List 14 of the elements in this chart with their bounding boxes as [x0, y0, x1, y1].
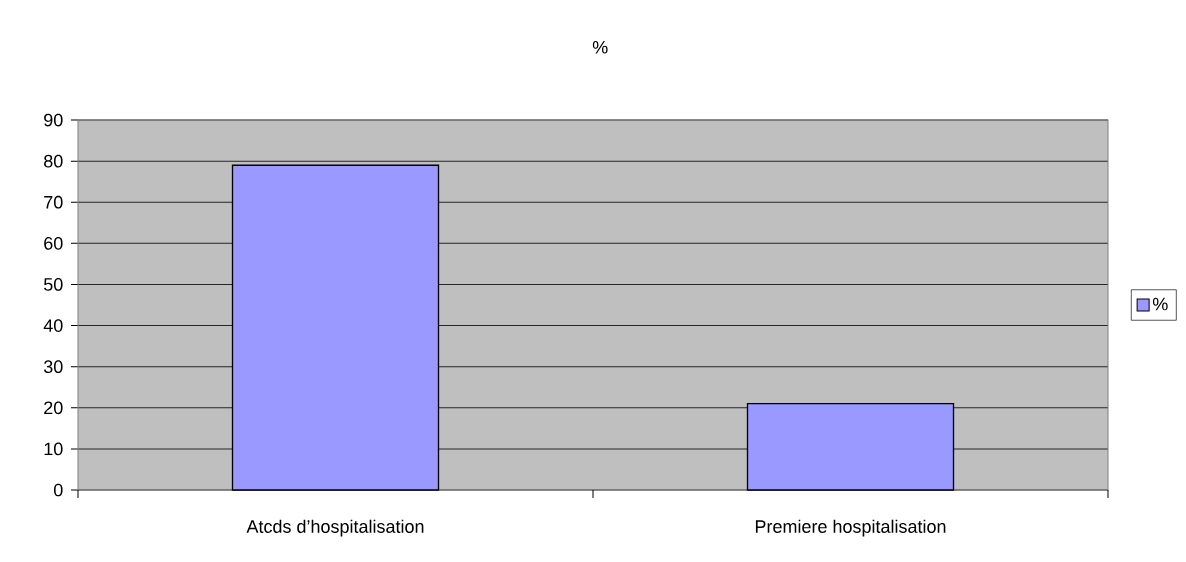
y-tick-label: 70	[44, 195, 63, 209]
y-tick-label: 10	[44, 442, 63, 456]
y-tick-label: 60	[44, 236, 63, 250]
y-tick-label: 30	[43, 360, 63, 374]
y-tick-label: 0	[53, 483, 63, 497]
y-tick-label: 50	[43, 278, 63, 291]
chart-title: %	[592, 40, 608, 54]
x-tick-label: Atcds d’hospitalisation	[246, 519, 424, 537]
y-tick-label: 20	[44, 401, 63, 415]
y-tick-label: 90	[44, 113, 63, 127]
y-tick-label: 40	[43, 319, 63, 332]
x-tick-label: Premiere hospitalisation	[755, 519, 946, 537]
legend-label: %	[1152, 297, 1168, 311]
y-tick-label: 80	[44, 154, 63, 168]
